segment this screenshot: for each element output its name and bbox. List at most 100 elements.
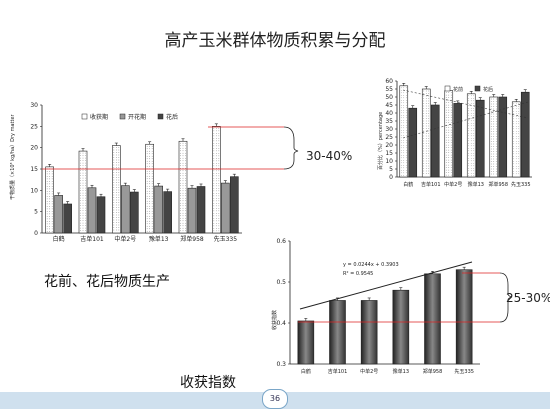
bar-dot	[495, 148, 497, 150]
bar-dot	[425, 108, 427, 109]
bar-dot	[113, 192, 115, 193]
bar-dot	[151, 180, 153, 182]
bar-dot	[493, 123, 495, 125]
bar-dot	[428, 145, 430, 147]
bar-dot	[218, 127, 220, 129]
bar-dot	[495, 98, 497, 100]
bar-dot	[46, 173, 48, 175]
bar-dot	[215, 137, 217, 139]
bar-dot	[400, 119, 402, 121]
bar-dot	[490, 151, 492, 152]
bar-dot	[213, 192, 215, 194]
bar-dot	[405, 122, 407, 124]
bar-dot	[518, 165, 520, 167]
y-tick-label: 15	[385, 150, 393, 157]
bar-dot	[513, 160, 515, 162]
bar-dot	[215, 207, 217, 209]
bar-dot	[518, 143, 520, 145]
bar-dot	[213, 222, 215, 224]
bar-dot	[470, 120, 472, 122]
bar-dot	[450, 172, 452, 173]
bar-dot	[428, 148, 430, 149]
bar-dot	[403, 147, 405, 149]
bar-dot	[213, 180, 215, 182]
bar-dot	[51, 206, 53, 207]
bar-dot	[180, 202, 181, 204]
bar-dot	[448, 107, 450, 108]
bar-dot	[470, 147, 472, 149]
bar-dot	[113, 159, 115, 161]
c1-bracket	[283, 126, 299, 170]
bar-dot	[185, 152, 186, 154]
y-tick-label: 60	[385, 78, 393, 85]
bar-dot	[400, 174, 402, 176]
bar-收获期-郑单958	[178, 140, 188, 234]
bar-dot	[468, 105, 470, 107]
bar-dot	[470, 135, 472, 137]
bar-开花期-先玉335	[221, 182, 230, 234]
bar-dot	[448, 99, 450, 101]
bar-dot	[185, 207, 186, 209]
bar-dot	[403, 157, 405, 159]
y-tick-label: 40	[385, 110, 393, 117]
bar-dot	[473, 102, 475, 104]
bar-dot	[493, 156, 495, 157]
bar-dot	[49, 203, 51, 205]
bar-dot	[118, 217, 120, 218]
bar-dot	[468, 172, 470, 174]
x-tick-label: 吉单101	[421, 181, 441, 188]
bar-dot	[448, 172, 450, 173]
bar-dot	[118, 209, 120, 211]
bar-dot	[445, 139, 447, 141]
bar-dot	[405, 159, 407, 161]
bar-dot	[113, 147, 115, 148]
bar-dot	[490, 133, 492, 135]
bar-dot	[215, 150, 217, 152]
bar-dot	[445, 107, 447, 108]
bar-dot	[118, 212, 120, 213]
bar-dot	[80, 155, 81, 156]
bar-dot	[493, 168, 495, 170]
bar-dot	[428, 165, 430, 167]
bar-dot	[515, 153, 517, 155]
bar-dot	[85, 215, 86, 216]
bar-dot	[490, 161, 492, 162]
bar-dot	[115, 152, 117, 153]
bar-dot	[213, 185, 215, 187]
bar-dot	[473, 127, 475, 129]
bar-dot	[450, 104, 452, 106]
bar-dot	[473, 120, 475, 122]
bar-dot	[51, 218, 53, 220]
bar-dot	[513, 158, 515, 160]
bar-dot	[400, 127, 402, 129]
bar-dot	[85, 177, 86, 179]
bar-dot	[423, 170, 425, 172]
bar-dot	[46, 186, 48, 187]
bar-dot	[185, 160, 186, 162]
bar-dot	[113, 224, 115, 226]
bar-dot	[182, 225, 184, 227]
bar-dot	[423, 123, 425, 124]
bar-dot	[473, 140, 475, 142]
bar-dot	[218, 175, 220, 177]
bar-dot	[215, 130, 217, 132]
bar-dot	[82, 180, 84, 181]
bar-dot	[115, 154, 117, 156]
bar-dot	[405, 162, 407, 164]
legend-label: 开花期	[128, 113, 146, 121]
chart-percentage: 百分比（%）percentage 05101520253035404550556…	[377, 78, 532, 188]
bar-dot	[85, 230, 86, 231]
bar-dot	[146, 208, 148, 210]
bar-dot	[85, 162, 86, 164]
bar-dot	[51, 201, 53, 202]
bar-dot	[428, 103, 430, 104]
bar-dot	[215, 185, 217, 187]
caption-harvest-index: 收获指数	[180, 375, 236, 391]
y-tick-label: 0.3	[276, 361, 286, 368]
bar-dot	[151, 203, 153, 205]
bar-dot	[423, 143, 425, 144]
bar-dot	[149, 208, 151, 210]
bar-dot	[218, 200, 220, 202]
bar-dot	[428, 133, 430, 134]
bar-dot	[51, 186, 53, 187]
